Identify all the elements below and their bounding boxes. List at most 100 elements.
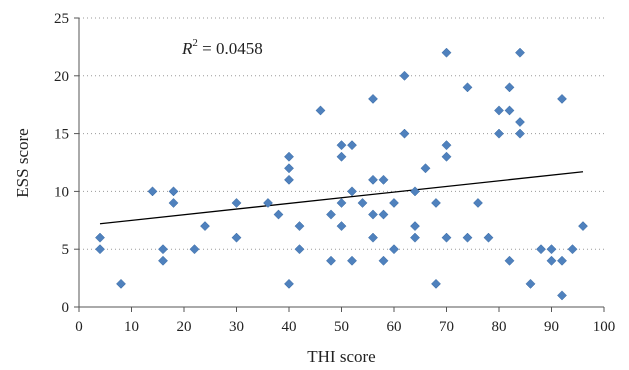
x-tick-label-90: 90: [544, 319, 559, 335]
data-point-37: [378, 255, 389, 266]
data-point-61: [515, 47, 525, 58]
data-point-64: [525, 278, 536, 289]
data-point-55: [483, 232, 494, 243]
data-point-0: [95, 232, 105, 243]
data-point-18: [294, 221, 305, 232]
x-tick-label-20: 20: [177, 319, 192, 335]
r-symbol: R: [181, 39, 193, 58]
data-point-69: [557, 255, 567, 266]
data-point-42: [410, 186, 420, 197]
y-tick-label-0: 0: [62, 300, 70, 316]
r-value: = 0.0458: [198, 39, 263, 58]
data-point-41: [399, 128, 410, 139]
data-point-10: [231, 198, 242, 208]
data-point-35: [378, 174, 389, 185]
x-tick-label-70: 70: [439, 319, 454, 335]
data-point-29: [347, 255, 357, 266]
data-point-48: [441, 47, 452, 58]
data-point-28: [347, 186, 357, 197]
data-point-30: [357, 198, 368, 208]
data-point-70: [557, 290, 567, 301]
x-axis-label: THI score: [307, 347, 375, 366]
data-point-62: [515, 117, 525, 127]
data-point-72: [578, 221, 588, 232]
r-superscript: 2: [192, 37, 198, 49]
y-tick-label-20: 20: [54, 69, 69, 85]
data-point-4: [158, 244, 168, 255]
data-point-7: [168, 198, 179, 208]
x-tick-label-10: 10: [124, 319, 139, 335]
data-point-11: [231, 232, 242, 243]
data-point-44: [410, 232, 420, 243]
data-point-49: [441, 140, 452, 151]
data-point-33: [368, 209, 378, 220]
data-point-54: [473, 198, 483, 208]
x-tick-label-60: 60: [387, 319, 402, 335]
data-point-1: [95, 244, 105, 255]
data-point-38: [389, 198, 399, 208]
grid: [79, 17, 604, 250]
data-point-14: [284, 151, 294, 162]
data-point-12: [263, 198, 273, 208]
x-tick-label-80: 80: [492, 319, 507, 335]
data-point-43: [410, 221, 420, 232]
axes: [74, 17, 605, 312]
data-point-2: [116, 278, 126, 289]
y-tick-label-25: 25: [54, 11, 69, 27]
data-point-71: [567, 244, 578, 255]
data-point-50: [441, 151, 452, 162]
data-point-17: [284, 278, 294, 289]
y-tick-label-10: 10: [54, 184, 69, 200]
data-point-22: [326, 255, 336, 266]
trendline-group: [99, 171, 584, 225]
data-point-40: [399, 70, 410, 81]
data-point-52: [462, 82, 473, 93]
trendline: [99, 171, 584, 225]
x-tick-label-30: 30: [229, 319, 244, 335]
data-point-53: [462, 232, 473, 243]
data-point-21: [326, 209, 336, 220]
data-point-20: [315, 105, 326, 116]
data-point-34: [368, 232, 378, 243]
x-tick-label-0: 0: [75, 319, 83, 335]
y-tick-label-15: 15: [54, 127, 69, 143]
x-tick-label-100: 100: [593, 319, 616, 335]
data-point-5: [158, 255, 168, 266]
data-point-63: [515, 128, 525, 139]
data-point-57: [494, 128, 504, 139]
data-point-15: [284, 163, 294, 174]
data-point-23: [336, 140, 347, 151]
data-point-36: [378, 209, 389, 220]
data-points: [95, 47, 588, 301]
data-point-46: [431, 198, 441, 208]
y-tick-label-5: 5: [62, 242, 70, 258]
x-tick-label-40: 40: [282, 319, 297, 335]
data-point-24: [336, 151, 347, 162]
data-point-59: [504, 105, 515, 116]
data-point-6: [168, 186, 179, 197]
data-point-39: [389, 244, 399, 255]
data-point-66: [546, 244, 557, 255]
y-tick-labels: 0 5 10 15 20 25: [54, 11, 69, 316]
data-point-31: [368, 93, 378, 104]
data-point-68: [557, 93, 567, 104]
y-axis-label: ESS score: [13, 128, 32, 197]
data-point-58: [504, 82, 515, 93]
data-point-19: [294, 244, 305, 255]
data-point-8: [189, 244, 200, 255]
data-point-60: [504, 255, 515, 266]
data-point-13: [273, 209, 284, 220]
data-point-51: [441, 232, 452, 243]
data-point-65: [536, 244, 546, 255]
x-tick-labels: 0 10 20 30 40 50 60 70 80 90 100: [75, 319, 615, 335]
x-tick-label-50: 50: [334, 319, 349, 335]
data-point-9: [200, 221, 210, 232]
data-point-47: [431, 278, 441, 289]
data-point-16: [284, 174, 294, 185]
data-point-26: [336, 221, 347, 232]
data-point-32: [368, 174, 378, 185]
data-point-25: [336, 198, 347, 208]
data-point-3: [147, 186, 158, 197]
data-point-56: [494, 105, 504, 116]
r-squared-annotation: R2 = 0.0458: [181, 37, 263, 58]
